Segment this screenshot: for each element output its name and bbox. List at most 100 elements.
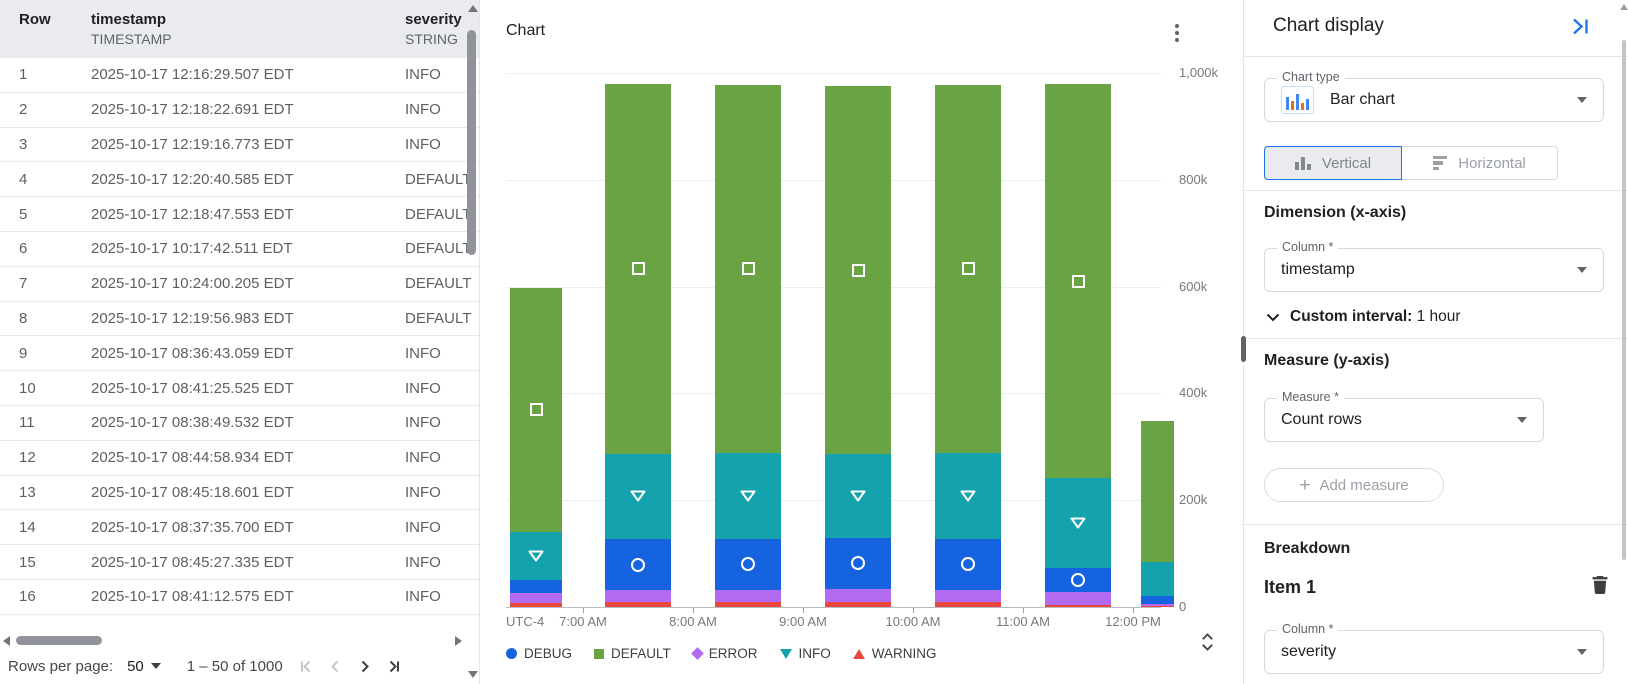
delete-breakdown-icon[interactable] <box>1592 576 1608 599</box>
first-page-icon[interactable] <box>299 659 314 674</box>
severity-cell: INFO <box>405 135 441 153</box>
triangle-down-icon <box>779 648 792 659</box>
panel-resize-handle[interactable] <box>1241 336 1246 362</box>
bar-marker-triangle-down <box>629 489 647 508</box>
scroll-right-icon[interactable] <box>455 636 462 646</box>
vertical-scrollbar[interactable] <box>465 0 479 684</box>
rows-per-page-select[interactable]: 50 <box>127 658 161 675</box>
horizontal-scrollbar[interactable] <box>0 633 466 648</box>
horizontal-bars-icon <box>1433 155 1448 171</box>
x-tick-mark <box>693 608 694 613</box>
x-tick-label: 8:00 AM <box>669 614 717 629</box>
y-tick-label: 800k <box>1179 171 1208 187</box>
bar-segment-default <box>1045 84 1111 479</box>
column-header-severity-label: severity <box>405 11 462 28</box>
legend-item-debug: DEBUG <box>506 646 572 661</box>
legend-label: DEBUG <box>524 646 573 661</box>
divider <box>1244 524 1628 525</box>
breakdown-item-row: Item 1 <box>1264 576 1608 599</box>
chart-type-select[interactable]: Chart type Bar chart <box>1264 70 1604 122</box>
next-page-icon[interactable] <box>357 659 372 674</box>
breakdown-column-value: severity <box>1281 643 1337 660</box>
orientation-toggle: Vertical Horizontal <box>1264 146 1558 180</box>
severity-cell: INFO <box>405 588 441 606</box>
x-tick-label: 11:00 AM <box>996 614 1050 629</box>
chevron-down-icon <box>1577 97 1587 103</box>
table-row: 7 2025-10-17 10:24:00.205 EDT DEFAULT <box>0 267 479 302</box>
y-tick-label: 600k <box>1179 278 1208 294</box>
table-row: 6 2025-10-17 10:17:42.511 EDT DEFAULT <box>0 232 479 267</box>
horizontal-button-label: Horizontal <box>1458 154 1526 172</box>
bar-segment-default <box>825 86 891 454</box>
custom-interval-toggle[interactable]: Custom interval: 1 hour <box>1266 308 1461 326</box>
breakdown-column-label: Column * <box>1277 622 1339 636</box>
vertical-button[interactable]: Vertical <box>1264 146 1402 180</box>
timestamp-cell: 2025-10-17 08:41:12.575 EDT <box>91 588 294 606</box>
severity-cell: INFO <box>405 518 441 536</box>
scroll-down-icon[interactable] <box>468 671 478 678</box>
severity-cell: DEFAULT <box>405 240 472 258</box>
x-tick-mark <box>1023 608 1024 613</box>
pagination-bar: Rows per page: 50 1 – 50 of 1000 <box>0 648 479 684</box>
row-number: 14 <box>19 518 36 536</box>
collapse-panel-icon[interactable] <box>1570 17 1591 41</box>
legend-label: DEFAULT <box>611 646 671 661</box>
table-row: 2 2025-10-17 12:18:22.691 EDT INFO <box>0 93 479 128</box>
bar-marker-square <box>631 262 645 276</box>
bar-marker-square <box>741 262 755 276</box>
severity-cell: INFO <box>405 66 441 84</box>
chevron-down-icon <box>1517 417 1527 423</box>
bar-segment-info <box>1141 561 1174 596</box>
bar-segment-error <box>935 589 1001 603</box>
chart-display-title: Chart display <box>1273 15 1384 36</box>
timestamp-cell: 2025-10-17 10:17:42.511 EDT <box>91 240 293 258</box>
vertical-button-label: Vertical <box>1321 154 1372 172</box>
dimension-column-select[interactable]: Column * timestamp <box>1264 240 1604 292</box>
bar-segment-info <box>715 453 781 539</box>
timestamp-cell: 2025-10-17 10:24:00.205 EDT <box>91 275 294 293</box>
bar-marker-triangle-down <box>959 489 977 508</box>
horizontal-scrollbar-thumb[interactable] <box>16 636 102 645</box>
bar-segment-info <box>935 453 1001 539</box>
column-header-timestamp-type: TIMESTAMP <box>91 31 172 47</box>
horizontal-button[interactable]: Horizontal <box>1402 146 1558 180</box>
custom-interval-label: Custom interval: <box>1290 308 1413 325</box>
scroll-up-icon[interactable] <box>468 5 478 12</box>
bar-marker-circle <box>1071 573 1085 588</box>
table-row: 11 2025-10-17 08:38:49.532 EDT INFO <box>0 406 479 441</box>
row-number: 12 <box>19 449 36 467</box>
add-measure-button[interactable]: + Add measure <box>1264 468 1444 502</box>
panel-scrollbar-thumb[interactable] <box>1622 40 1626 560</box>
previous-page-icon[interactable] <box>328 659 343 674</box>
chart-display-header: Chart display <box>1244 0 1628 57</box>
y-tick-label: 0 <box>1179 599 1187 614</box>
x-tick-mark <box>913 608 914 613</box>
bar-segment-info <box>825 453 891 539</box>
measure-value: Count rows <box>1281 411 1362 428</box>
pagination-range: 1 – 50 of 1000 <box>186 657 283 675</box>
scroll-left-icon[interactable] <box>3 636 10 646</box>
row-number: 7 <box>19 275 28 293</box>
expand-collapse-chart-icon[interactable] <box>1199 630 1216 659</box>
timestamp-cell: 2025-10-17 12:19:56.983 EDT <box>91 309 294 327</box>
measure-select[interactable]: Measure * Count rows <box>1264 390 1544 442</box>
legend-item-error: ERROR <box>690 646 758 661</box>
scroll-up-icon[interactable] <box>1620 4 1628 10</box>
table-row: 16 2025-10-17 08:41:12.575 EDT INFO <box>0 580 479 615</box>
row-number: 1 <box>19 66 28 84</box>
measure-heading: Measure (y-axis) <box>1264 352 1390 369</box>
timestamp-cell: 2025-10-17 12:18:22.691 EDT <box>91 101 294 119</box>
bar-segment-default <box>605 84 671 454</box>
table-row: 12 2025-10-17 08:44:58.934 EDT INFO <box>0 441 479 476</box>
table-row: 15 2025-10-17 08:45:27.335 EDT INFO <box>0 545 479 580</box>
row-number: 15 <box>19 553 36 571</box>
breakdown-column-select[interactable]: Column * severity <box>1264 622 1604 674</box>
pagination-controls <box>299 659 401 674</box>
chart-menu-kebab-icon[interactable] <box>1166 18 1188 48</box>
table-row: 5 2025-10-17 12:18:47.553 EDT DEFAULT <box>0 197 479 232</box>
last-page-icon[interactable] <box>386 659 401 674</box>
x-tick-label: 10:00 AM <box>885 614 941 629</box>
vertical-scrollbar-thumb[interactable] <box>467 30 476 255</box>
timestamp-cell: 2025-10-17 12:18:47.553 EDT <box>91 205 294 223</box>
